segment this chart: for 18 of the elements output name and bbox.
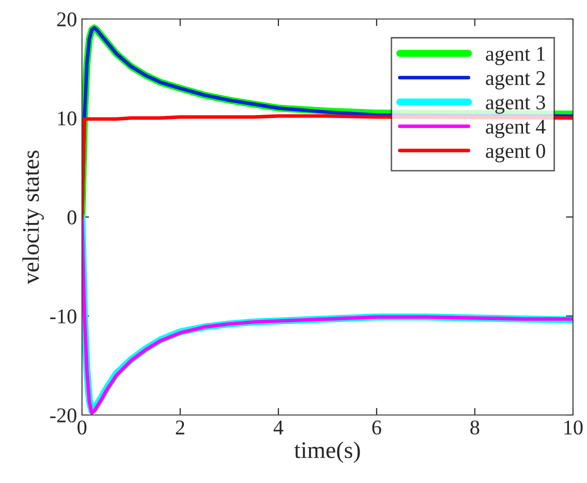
legend-label: agent 0 [486,144,546,162]
y-axis-title: velocity states [22,150,44,284]
x-tick-label: 0 [78,420,86,435]
x-tick-label: 6 [372,420,382,435]
legend-label: agent 2 [486,71,545,90]
x-axis-title: time(s) [294,442,360,463]
x-tick-label: 8 [470,420,480,435]
x-tick-label: 2 [176,420,184,434]
y-tick-label: 0 [68,210,76,224]
legend-label: agent 1 [486,46,545,66]
x-tick-label: 10 [564,420,583,435]
y-tick-label: 20 [57,12,76,26]
legend-label: agent 4 [486,120,546,138]
legend-label: agent 3 [486,95,546,114]
y-tick-label: 10 [58,111,76,126]
y-tick-label: -20 [50,408,76,422]
x-tick-label: 4 [274,420,284,434]
y-tick-label: -10 [50,309,76,324]
